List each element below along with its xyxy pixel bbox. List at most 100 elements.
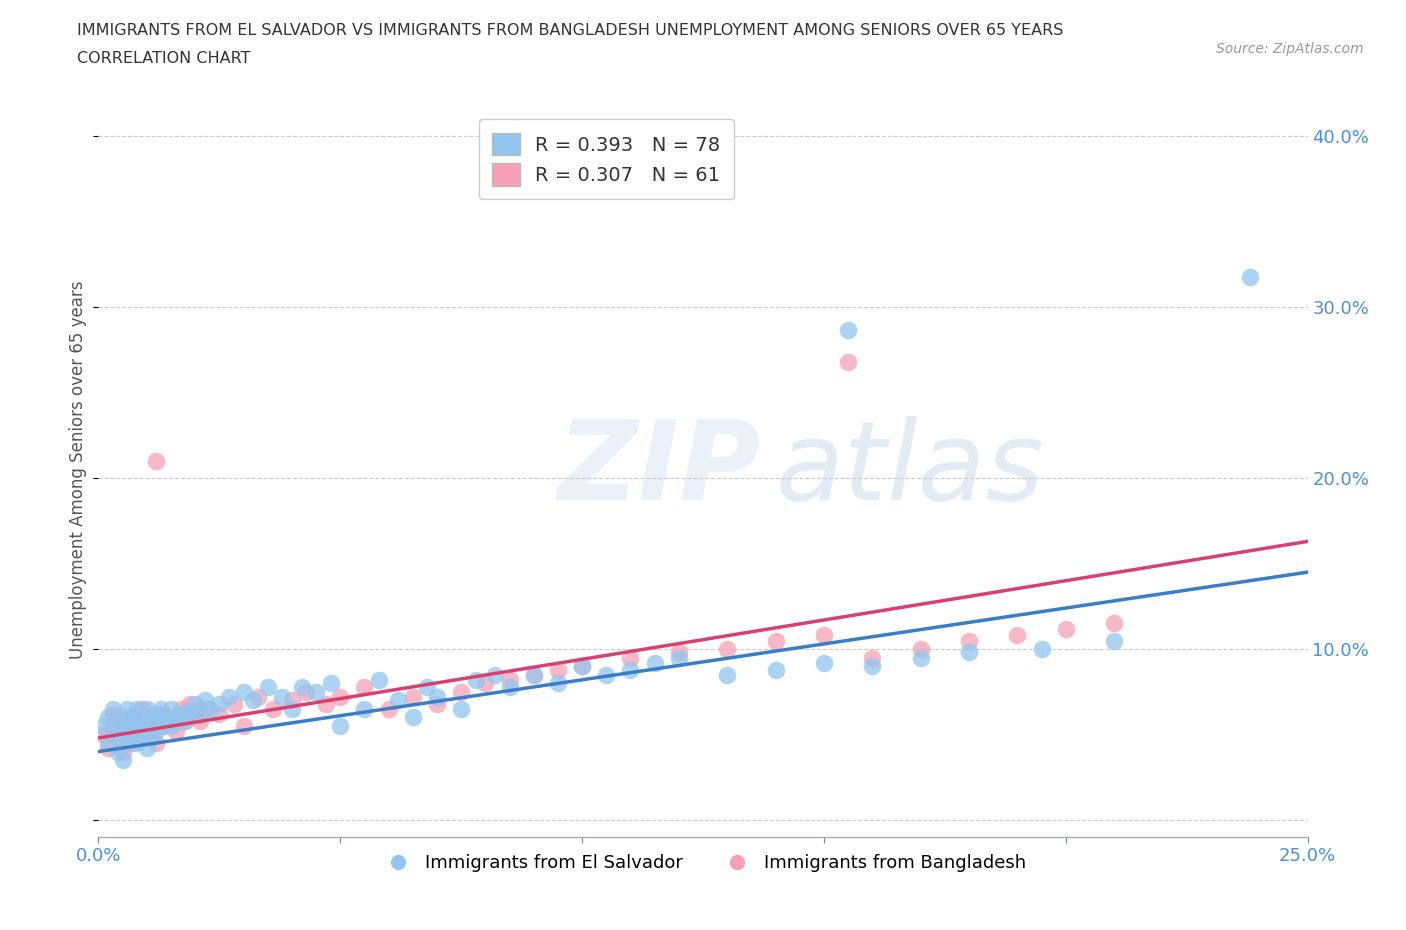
Point <box>319 676 342 691</box>
Point <box>179 703 201 718</box>
Point <box>91 719 114 734</box>
Point <box>150 701 173 716</box>
Point <box>160 701 183 716</box>
Point <box>111 744 134 759</box>
Point <box>523 667 546 682</box>
Point <box>127 701 149 716</box>
Point <box>1007 628 1029 643</box>
Point <box>160 710 183 724</box>
Point <box>416 679 439 694</box>
Point <box>145 736 167 751</box>
Point <box>97 740 120 755</box>
Point <box>668 650 690 665</box>
Point <box>131 713 153 728</box>
Point <box>131 727 153 742</box>
Point <box>97 736 120 751</box>
Point <box>377 701 399 716</box>
Point <box>198 701 221 716</box>
Point <box>174 713 197 728</box>
Point <box>107 719 129 734</box>
Point <box>619 662 641 677</box>
Point <box>131 701 153 716</box>
Point <box>121 710 143 724</box>
Point <box>107 744 129 759</box>
Point <box>595 667 617 682</box>
Point <box>135 740 157 755</box>
Point <box>150 707 173 722</box>
Point <box>91 727 114 742</box>
Point <box>169 701 191 716</box>
Point <box>547 676 569 691</box>
Point <box>141 730 163 745</box>
Point <box>165 713 187 728</box>
Point <box>111 752 134 767</box>
Point <box>498 679 520 694</box>
Point <box>957 633 980 648</box>
Point <box>305 684 328 699</box>
Point <box>860 658 883 673</box>
Point <box>765 633 787 648</box>
Point <box>368 672 391 687</box>
Point <box>232 684 254 699</box>
Text: atlas: atlas <box>776 416 1045 524</box>
Point <box>111 713 134 728</box>
Point <box>474 676 496 691</box>
Point <box>194 693 217 708</box>
Point <box>813 628 835 643</box>
Point <box>353 701 375 716</box>
Point <box>271 689 294 704</box>
Point <box>121 710 143 724</box>
Text: ZIP: ZIP <box>558 416 762 524</box>
Point <box>111 727 134 742</box>
Point <box>242 693 264 708</box>
Point <box>571 658 593 673</box>
Point <box>218 689 240 704</box>
Point <box>484 667 506 682</box>
Point <box>145 707 167 722</box>
Point <box>402 710 425 724</box>
Point <box>1239 269 1261 284</box>
Point <box>155 710 177 724</box>
Point <box>262 701 284 716</box>
Point <box>135 719 157 734</box>
Point <box>184 707 207 722</box>
Point <box>387 693 409 708</box>
Point <box>127 719 149 734</box>
Point <box>910 642 932 657</box>
Point <box>208 707 231 722</box>
Point <box>117 736 139 751</box>
Point <box>353 679 375 694</box>
Point <box>145 454 167 469</box>
Y-axis label: Unemployment Among Seniors over 65 years: Unemployment Among Seniors over 65 years <box>69 281 87 658</box>
Point <box>194 701 217 716</box>
Legend: Immigrants from El Salvador, Immigrants from Bangladesh: Immigrants from El Salvador, Immigrants … <box>373 847 1033 880</box>
Point <box>101 707 124 722</box>
Point <box>498 672 520 687</box>
Point <box>111 710 134 724</box>
Text: CORRELATION CHART: CORRELATION CHART <box>77 51 250 66</box>
Point <box>290 679 312 694</box>
Point <box>247 689 270 704</box>
Point <box>1054 621 1077 636</box>
Point <box>184 697 207 711</box>
Point <box>464 672 486 687</box>
Point <box>668 645 690 660</box>
Point <box>547 662 569 677</box>
Point <box>957 645 980 660</box>
Point <box>860 650 883 665</box>
Point <box>222 697 245 711</box>
Point <box>1102 633 1125 648</box>
Point <box>329 689 352 704</box>
Point <box>121 727 143 742</box>
Point <box>97 710 120 724</box>
Point <box>256 679 278 694</box>
Point <box>716 667 738 682</box>
Point <box>127 736 149 751</box>
Point <box>117 724 139 738</box>
Point <box>169 707 191 722</box>
Point <box>107 730 129 745</box>
Point <box>101 719 124 734</box>
Point <box>571 658 593 673</box>
Text: Source: ZipAtlas.com: Source: ZipAtlas.com <box>1216 42 1364 56</box>
Point <box>450 684 472 699</box>
